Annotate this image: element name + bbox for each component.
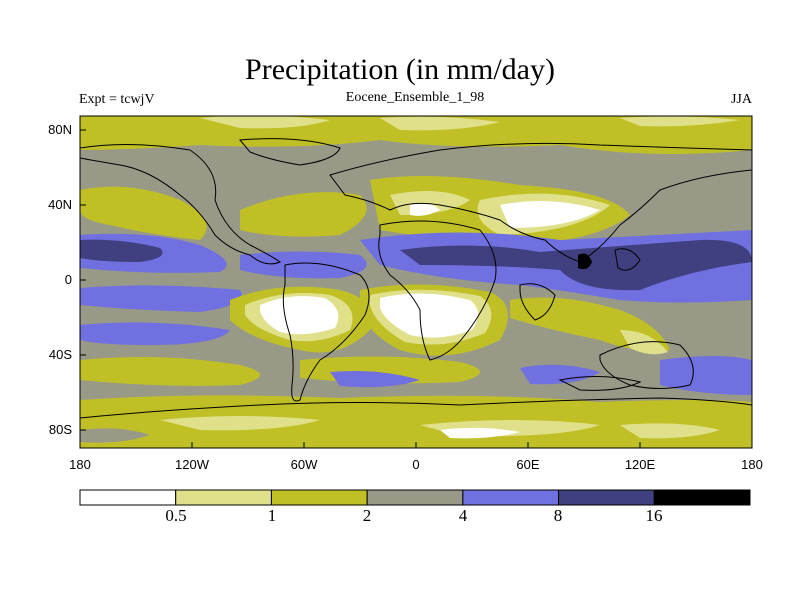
lat-tick-80n: 80N [48, 122, 72, 137]
colorbar-label-2: 2 [362, 506, 372, 525]
lon-tick-120e: 120E [624, 457, 656, 472]
colorbar-label-4: 4 [458, 506, 468, 525]
colorbar-swatch-4 [462, 489, 560, 506]
colorbar-swatch-5 [558, 489, 655, 506]
season-label: JJA [730, 92, 752, 107]
colorbar-swatch-1 [175, 489, 272, 506]
lon-tick-0: 0 [412, 457, 420, 472]
lon-tick-120w: 120W [175, 457, 209, 472]
colorbar-swatch-3 [366, 489, 464, 506]
lat-tick-0: 0 [64, 272, 72, 287]
experiment-label: Expt = tcwjV [79, 92, 155, 107]
lon-tick-180w: 180 [69, 457, 91, 472]
lon-tick-60w: 60W [290, 457, 318, 472]
colorbar [79, 489, 751, 506]
axis-ticks [79, 129, 753, 448]
lon-tick-60e: 60E [516, 457, 540, 472]
colorbar-label-0-5: 0.5 [165, 506, 187, 525]
colorbar-label-1: 1 [267, 506, 277, 525]
colorbar-swatch-6 [653, 489, 751, 506]
coastlines [80, 138, 752, 419]
colorbar-label-16: 16 [645, 506, 663, 525]
lat-tick-80s: 80S [48, 422, 72, 437]
lon-tick-180e: 180 [741, 457, 763, 472]
lat-tick-40s: 40S [48, 347, 72, 362]
colorbar-swatch-0 [79, 489, 177, 506]
colorbar-label-8: 8 [553, 506, 563, 525]
colorbar-swatch-2 [270, 489, 368, 506]
lat-tick-40n: 40N [48, 197, 72, 212]
figure-title: Precipitation (in mm/day) [245, 53, 555, 86]
precip-field [80, 116, 752, 448]
ensemble-label: Eocene_Ensemble_1_98 [345, 90, 485, 105]
